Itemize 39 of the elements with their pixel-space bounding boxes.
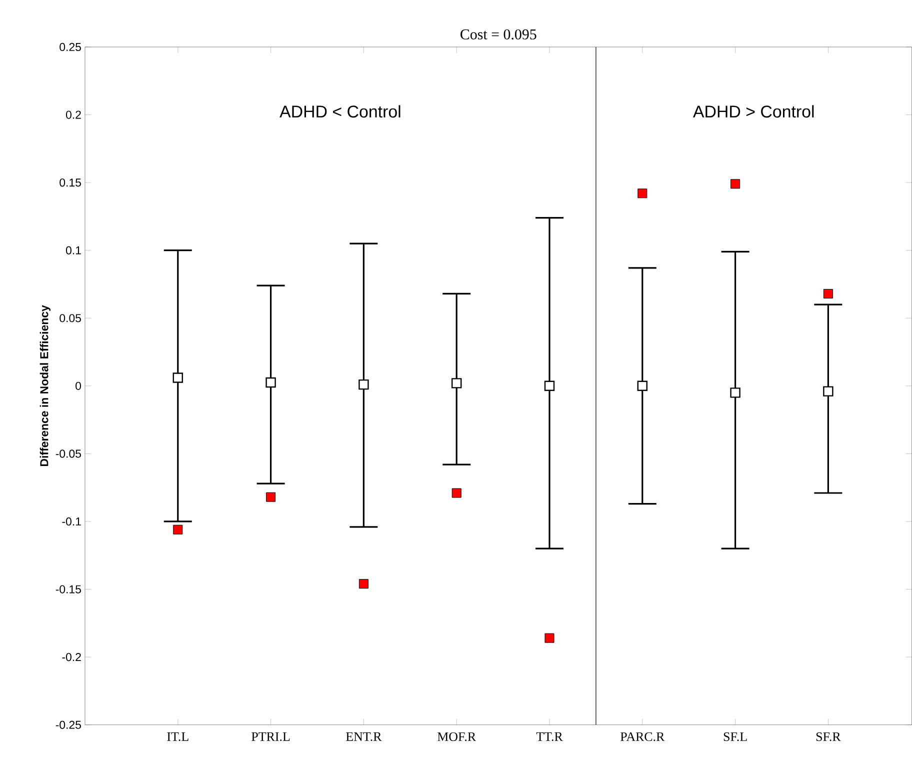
x-tick-label: SF.L xyxy=(724,732,747,742)
y-tick-label: -0.2 xyxy=(62,653,81,662)
point xyxy=(823,289,833,299)
y-tick-label: 0.15 xyxy=(60,178,81,187)
y-tick-label: -0.1 xyxy=(62,518,81,526)
y-tick-label: 0.05 xyxy=(60,314,81,322)
point xyxy=(266,378,276,388)
y-tick-label: -0.25 xyxy=(56,720,81,729)
y-tick-label: -0.05 xyxy=(56,450,81,458)
point xyxy=(730,179,740,189)
point xyxy=(730,388,740,398)
annotation: ADHD < Control xyxy=(280,105,400,118)
y-tick-label: 0.1 xyxy=(66,246,81,254)
x-tick-label: IT.L xyxy=(167,732,188,742)
point xyxy=(451,378,462,388)
y-tick-label: 0.25 xyxy=(60,43,81,52)
chart-title: Cost = 0.095 xyxy=(460,29,536,40)
point xyxy=(544,380,555,392)
point xyxy=(266,492,276,502)
x-tick-label: MOF.R xyxy=(438,732,476,742)
x-tick-label: PARC.R xyxy=(620,732,665,742)
point xyxy=(638,188,648,198)
point xyxy=(358,380,369,390)
annotation: ADHD > Control xyxy=(692,105,814,118)
y-axis-title: Difference in Nodal Efficiency xyxy=(40,305,51,466)
point xyxy=(637,380,648,392)
point xyxy=(823,386,834,397)
point xyxy=(173,524,183,534)
y-tick-label: -0.15 xyxy=(56,585,81,594)
x-tick-label: SF.R xyxy=(816,732,841,742)
point xyxy=(452,488,462,498)
point xyxy=(358,579,368,589)
point xyxy=(172,372,183,383)
x-tick-label: TT.R xyxy=(536,732,563,742)
y-tick-label: 0 xyxy=(76,382,82,390)
x-tick-label: PTRI.L xyxy=(252,732,290,742)
x-tick-label: ENT.R xyxy=(346,732,382,742)
point xyxy=(544,633,554,643)
y-tick-label: 0.2 xyxy=(66,110,81,119)
